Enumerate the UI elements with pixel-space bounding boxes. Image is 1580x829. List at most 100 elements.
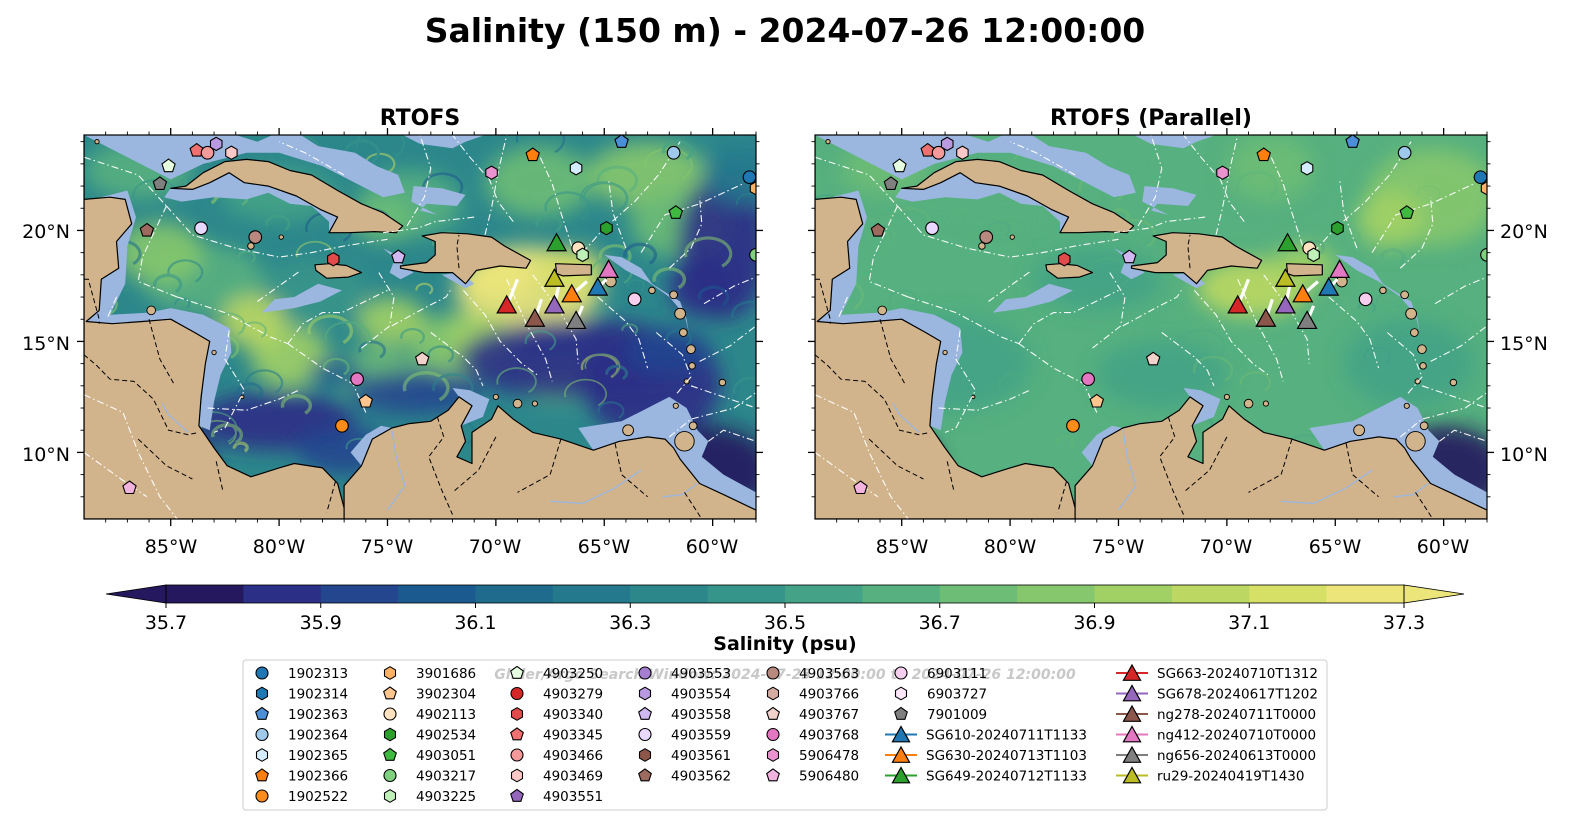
- eez-line: [1114, 227, 1149, 234]
- marker-1902364: [1397, 145, 1412, 160]
- marker-4903225: [576, 247, 589, 263]
- colorbar-extend-max: [1403, 584, 1465, 604]
- axis-ticks-rtofs-parallel: [808, 128, 1494, 526]
- marker-1902363: [1345, 135, 1360, 148]
- legend-label: 4903768: [799, 728, 859, 744]
- marker-1902365: [255, 748, 269, 762]
- lon-tick-label: 65°W: [578, 536, 631, 558]
- border: [517, 438, 562, 493]
- colorbar-segment: [1094, 585, 1173, 603]
- eez-line: [107, 296, 118, 318]
- island: [672, 402, 679, 409]
- shelf: [84, 135, 405, 198]
- colorbar-segment: [552, 585, 631, 603]
- marker-ng412-20240710T0000: [598, 259, 620, 278]
- lat-labels-rtofs: 20°N 15°N 10°N: [22, 221, 70, 466]
- eez-line: [462, 290, 538, 376]
- eddy: [358, 340, 387, 359]
- island: [94, 139, 100, 145]
- colorbar-extend-min: [105, 584, 167, 604]
- legend-label: 1902366: [288, 769, 348, 785]
- eez-line: [1371, 183, 1475, 253]
- eez-line: [207, 389, 299, 411]
- shelf: [1114, 248, 1145, 280]
- eez-line: [1183, 135, 1245, 222]
- land-mass: [1130, 232, 1263, 285]
- marker-5906480: [766, 768, 780, 782]
- marker-4903345: [510, 727, 524, 741]
- eez-line: [1148, 216, 1206, 229]
- legend-label: SG663-20240710T1312: [1157, 666, 1318, 682]
- lon-labels-rtofs-parallel: 85°W 80°W 75°W 70°W 65°W 60°W: [876, 536, 1470, 558]
- island: [942, 349, 948, 356]
- border: [614, 443, 648, 498]
- salinity-patch: [116, 221, 204, 284]
- shelf: [452, 388, 490, 426]
- salinity-patch: [669, 254, 739, 318]
- eddy: [1055, 434, 1075, 448]
- marker-4903562: [139, 222, 155, 237]
- eez-line: [257, 269, 302, 302]
- island: [718, 378, 727, 387]
- lon-tick-label: 75°W: [1092, 536, 1145, 558]
- eddy: [245, 369, 284, 394]
- lon-tick-label: 70°W: [1200, 536, 1253, 558]
- marker-6903727: [894, 686, 908, 701]
- eddy: [496, 367, 537, 394]
- salinity-patch: [357, 297, 427, 346]
- eddy: [535, 214, 563, 232]
- colorbar-segment: [939, 585, 1018, 603]
- marker-4903250: [510, 665, 524, 679]
- eddy: [623, 242, 658, 265]
- eddy: [265, 214, 291, 232]
- marker-1902314: [759, 155, 771, 168]
- marker-3901686: [1480, 181, 1487, 196]
- colorbar-tick-label: 37.3: [1383, 612, 1425, 634]
- shelf: [84, 190, 232, 431]
- colorbar-segment: [862, 585, 941, 603]
- eddy: [544, 191, 591, 221]
- marker-4903767: [766, 706, 780, 720]
- eddy: [564, 378, 607, 407]
- eez-line: [1386, 332, 1423, 396]
- land-mass: [554, 263, 592, 277]
- salinity-patch: [1356, 190, 1422, 249]
- marker-1902313: [255, 666, 269, 680]
- land-mass: [399, 232, 532, 285]
- eez-line: [137, 205, 178, 298]
- legend-label: 4903562: [671, 769, 731, 785]
- marker-1902365: [1300, 161, 1314, 176]
- marker-4903558: [1122, 249, 1137, 264]
- island: [247, 242, 255, 250]
- legend-items: 1902313 1902314 1902363 1902364 1902365 19023…: [255, 663, 1318, 805]
- island: [648, 286, 656, 295]
- map-frame-rtofs-parallel: [814, 134, 1488, 520]
- marker-SG663-20240710T1312: [1227, 294, 1249, 314]
- eez-line: [1215, 135, 1239, 236]
- eez-line: [1421, 385, 1487, 409]
- marker-4903554: [638, 686, 652, 701]
- legend-label: ng656-20240613T0000: [1157, 748, 1316, 764]
- colorbar-segment: [475, 585, 554, 603]
- marker-4903466: [931, 145, 946, 160]
- legend-label: 3902304: [416, 687, 476, 703]
- marker-4903561: [638, 748, 652, 762]
- marker-4903250: [892, 158, 907, 173]
- island: [1009, 234, 1015, 240]
- land-mass: [901, 158, 1135, 234]
- marker-4903469: [956, 145, 969, 161]
- colorbar-segment: [630, 585, 709, 603]
- marker-4903554: [209, 136, 223, 152]
- land-mass: [1285, 263, 1323, 277]
- legend-label: 4903767: [799, 707, 859, 723]
- float-markers: [853, 135, 1487, 495]
- legend-label: 4903553: [671, 666, 731, 682]
- colorbar-segment: [320, 585, 399, 603]
- land-mass: [815, 135, 1076, 519]
- island: [1403, 402, 1410, 409]
- island: [1400, 290, 1409, 300]
- eez-line: [815, 451, 879, 498]
- eez-line: [84, 156, 167, 207]
- salinity-patch: [1226, 135, 1314, 202]
- eez-line: [361, 272, 395, 349]
